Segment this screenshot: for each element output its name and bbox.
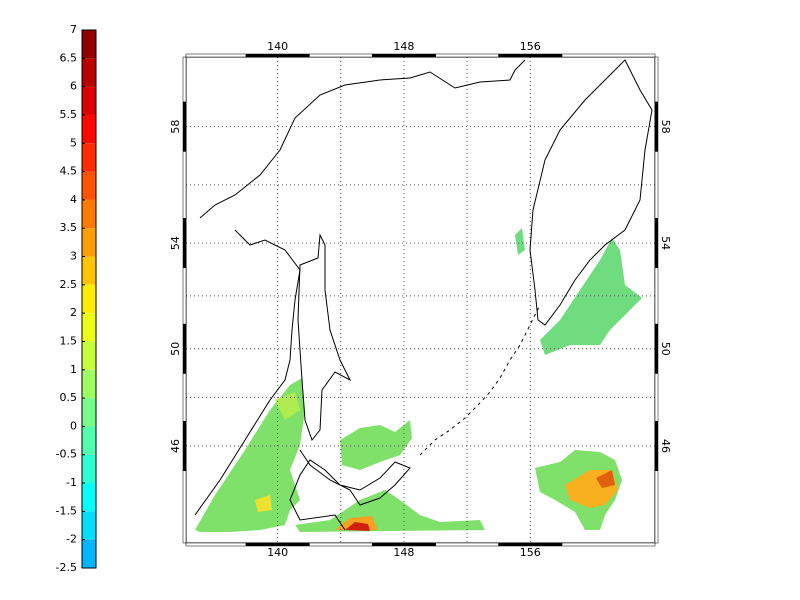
colorbar-segment xyxy=(82,284,96,314)
coastline xyxy=(194,229,301,516)
field-patch xyxy=(295,490,485,532)
colorbar: 7 6.5 6 5.5 5 4.5 4 3.5 3 2.5 2 1.5 1 0.5 0 -0.5 -1 -1.5 -… xyxy=(56,23,97,574)
colorbar-segment xyxy=(82,30,96,59)
colorbar-tick-label: 5.5 xyxy=(60,108,78,121)
colorbar-tick-label: -2 xyxy=(66,533,77,546)
colorbar-segment xyxy=(82,143,96,172)
x-tick-label: 140 xyxy=(267,546,288,559)
colorbar-segment xyxy=(82,228,96,257)
map-ticks: 140 140 148 148 156 156 46 46 50 50 54 54 58 58 xyxy=(169,40,672,559)
colorbar-segment xyxy=(82,171,96,200)
frame-tick xyxy=(245,543,310,546)
colorbar-tick-label: 7 xyxy=(70,23,77,36)
field-patch xyxy=(596,470,615,488)
coastline xyxy=(529,59,653,326)
y-tick-label: 46 xyxy=(169,439,182,453)
frame-tick xyxy=(183,323,186,374)
colorbar-segment xyxy=(82,539,96,568)
frame-tick xyxy=(245,54,310,57)
frame-tick xyxy=(655,421,658,472)
x-tick-label: 148 xyxy=(393,40,414,53)
y-tick-label: 50 xyxy=(659,342,672,356)
colorbar-tick-label: 1 xyxy=(70,363,77,376)
colorbar-segment xyxy=(82,454,96,484)
colorbar-tick-label: 3 xyxy=(70,250,77,263)
grid xyxy=(186,57,655,543)
x-tick-label: 156 xyxy=(520,546,541,559)
colorbar-segment xyxy=(82,256,96,285)
frame-tick xyxy=(655,101,658,152)
colorbar-tick-label: 2 xyxy=(70,306,77,319)
y-tick-label: 50 xyxy=(169,342,182,356)
colorbar-segment xyxy=(82,341,96,370)
colorbar-segment xyxy=(82,426,96,455)
coastline xyxy=(297,233,352,442)
colorbar-tick-label: -0.5 xyxy=(56,448,77,461)
field-patch xyxy=(345,522,370,531)
colorbar-segment xyxy=(82,86,96,115)
colorbar-tick-label: -1 xyxy=(66,476,77,489)
frame-tick xyxy=(655,218,658,269)
colorbar-tick-label: 6.5 xyxy=(60,51,78,64)
frame-tick xyxy=(498,54,563,57)
y-tick-label: 58 xyxy=(659,120,672,134)
frame-tick xyxy=(183,101,186,152)
colorbar-segment xyxy=(82,483,96,512)
colorbar-tick-label: 3.5 xyxy=(60,221,78,234)
colorbar-tick-label: 5 xyxy=(70,136,77,149)
frame-tick xyxy=(498,543,563,546)
frame-tick xyxy=(183,218,186,269)
y-tick-label: 54 xyxy=(659,236,672,250)
field-patch xyxy=(275,392,300,420)
colorbar-tick-label: 0 xyxy=(70,419,77,432)
colorbar-segment xyxy=(82,199,96,229)
x-tick-label: 140 xyxy=(267,40,288,53)
coastline xyxy=(199,59,526,219)
colorbar-tick-label: 0.5 xyxy=(60,391,78,404)
colorbar-tick-label: 6 xyxy=(70,80,77,93)
coastlines xyxy=(194,59,653,531)
colorbar-tick-label: 4.5 xyxy=(60,165,78,178)
colorbar-segment xyxy=(82,114,96,144)
y-tick-label: 46 xyxy=(659,439,672,453)
frame-tick xyxy=(371,543,436,546)
colorbar-tick-label: 2.5 xyxy=(60,278,78,291)
colorbar-segment xyxy=(82,369,96,399)
colorbar-segment xyxy=(82,313,96,342)
x-tick-label: 156 xyxy=(520,40,541,53)
y-tick-label: 54 xyxy=(169,236,182,250)
map: 140 140 148 148 156 156 46 46 50 50 54 54 58 58 xyxy=(169,40,672,559)
frame-tick xyxy=(183,421,186,472)
colorbar-tick-label: 1.5 xyxy=(60,334,78,347)
colorbar-tick-label: 4 xyxy=(70,193,77,206)
coastline xyxy=(289,449,411,531)
frame-bar xyxy=(654,56,659,544)
colorbar-frame xyxy=(81,29,97,569)
colorbar-segment xyxy=(82,511,96,540)
field-patch xyxy=(340,420,412,470)
colorbar-segment xyxy=(82,58,96,87)
frame-bar xyxy=(182,56,187,544)
field-patch xyxy=(540,238,642,355)
colorbar-tick-label: -2.5 xyxy=(56,561,77,574)
frame-tick xyxy=(655,323,658,374)
colorbar-tick-label: -1.5 xyxy=(56,504,77,517)
field-patch xyxy=(515,228,525,255)
colorbar-segment xyxy=(82,398,96,427)
frame-tick xyxy=(371,54,436,57)
field-patch xyxy=(255,495,272,512)
y-tick-label: 58 xyxy=(169,120,182,134)
x-tick-label: 148 xyxy=(393,546,414,559)
